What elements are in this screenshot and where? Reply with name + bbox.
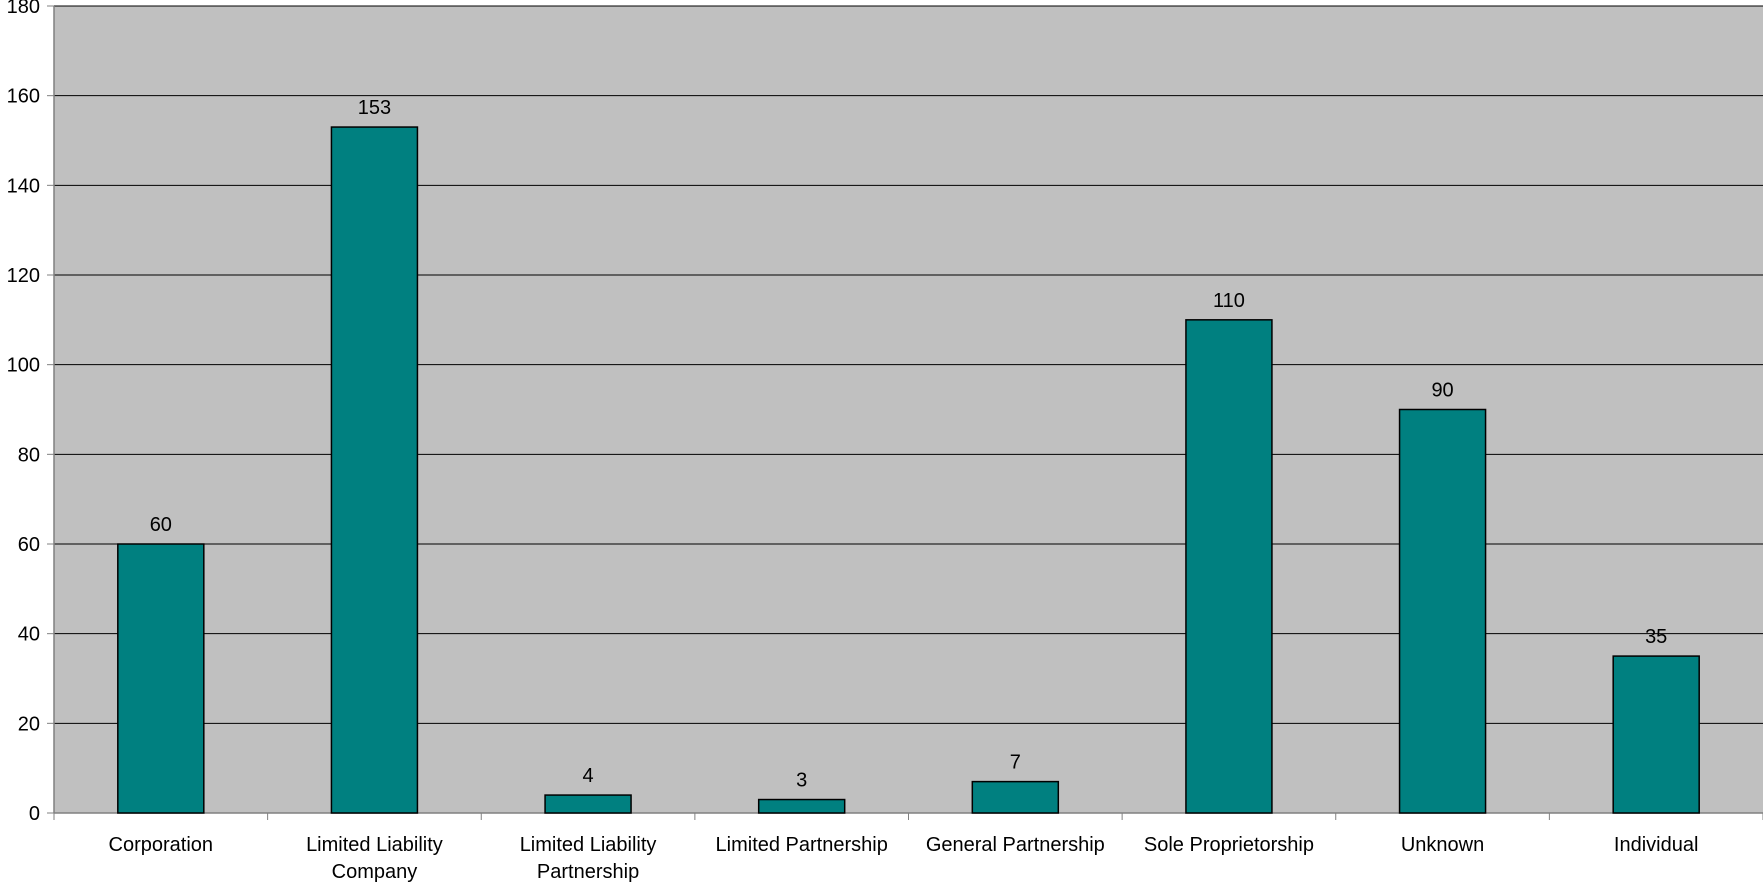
data-label: 3 (796, 770, 807, 792)
bar (1185, 319, 1273, 814)
y-tick-label: 60 (18, 534, 40, 556)
data-label: 35 (1645, 626, 1667, 648)
y-tick-label: 180 (7, 0, 40, 18)
data-label: 4 (583, 765, 594, 787)
bar (544, 794, 632, 814)
x-tick-label: Limited Partnership (716, 834, 888, 856)
bar (757, 798, 846, 814)
y-tick-label: 0 (29, 803, 40, 825)
x-tick-label: Limited Liability (520, 834, 657, 856)
bar (1398, 408, 1487, 814)
plot-area (54, 6, 1763, 813)
bars (117, 126, 1700, 814)
y-tick-label: 160 (7, 86, 40, 108)
bar (971, 780, 1060, 814)
data-label: 60 (150, 514, 172, 536)
data-label: 90 (1431, 380, 1453, 402)
y-tick-label: 120 (7, 265, 40, 287)
y-tick-labels: 0 20 40 60 80 100 120 140 160 180 (7, 0, 40, 825)
x-tick-label: Company (332, 861, 418, 883)
x-tick-label: Corporation (109, 834, 214, 856)
x-tick-label: Partnership (537, 861, 639, 883)
y-tick-label: 40 (18, 624, 40, 646)
bar (1612, 655, 1700, 814)
y-tick-label: 80 (18, 444, 40, 466)
x-tick-labels: Corporation Limited Liability Company Limit… (109, 834, 1699, 883)
data-label: 110 (1213, 290, 1245, 312)
x-tick-label: Individual (1614, 834, 1699, 856)
y-tick-label: 140 (7, 175, 40, 197)
bar (117, 543, 205, 814)
x-tick-label: Unknown (1401, 834, 1484, 856)
data-label: 153 (358, 97, 391, 119)
data-labels: 60 153 4 3 7 110 90 35 (150, 97, 1668, 792)
bar (330, 126, 419, 814)
x-tick-label: Limited Liability (306, 834, 443, 856)
x-tick-label: Sole Proprietorship (1144, 834, 1314, 856)
data-label: 7 (1010, 752, 1021, 774)
x-tick-label: General Partnership (926, 834, 1105, 856)
y-tick-label: 20 (18, 713, 40, 735)
y-tick-label: 100 (7, 355, 40, 377)
